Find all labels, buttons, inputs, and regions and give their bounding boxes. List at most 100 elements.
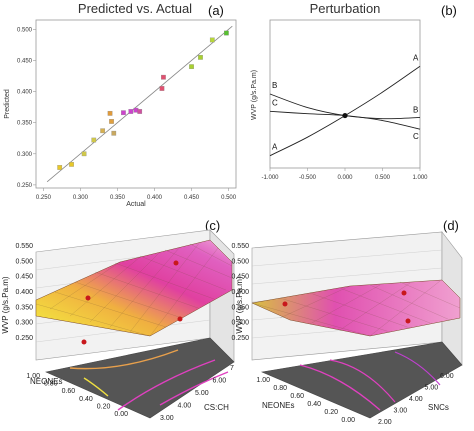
data-point-5 — [107, 110, 113, 116]
data-point-3 — [91, 137, 97, 143]
plot-frame — [269, 19, 421, 169]
z-tick-label: 0.300 — [231, 320, 249, 327]
series-label-end: B — [413, 105, 418, 114]
z-tick-label: 0.500 — [15, 258, 33, 265]
data-point-6 — [109, 119, 114, 124]
y-tick-label: 3.00 — [160, 415, 174, 422]
y-tick-label: 4.00 — [409, 396, 423, 403]
data-point-12 — [159, 86, 165, 91]
x-tick-label: -1.000 — [261, 175, 279, 181]
y-axis-label: WVP (g/s.Pa.m) — [251, 70, 258, 120]
x-ticks: 0.250 0.300 0.350 0.400 0.450 0.500 — [36, 188, 237, 201]
data-point-15 — [198, 54, 203, 60]
plot-frame — [35, 19, 237, 189]
data-point-4 — [100, 128, 106, 134]
surface-mesh — [35, 241, 233, 337]
y-tick-label: 0.300 — [17, 152, 33, 158]
x-tick-label: 0.40 — [307, 401, 321, 408]
y-ticks: 2.003.004.005.006.00 — [378, 373, 454, 426]
series-line-A — [269, 65, 421, 157]
data-point-2 — [81, 151, 87, 157]
series-label-start: C — [272, 98, 278, 107]
y-tick-label: 6.00 — [440, 373, 454, 380]
y-tick-label: 5.00 — [195, 390, 209, 397]
x-tick-label: 0.400 — [147, 195, 163, 201]
x-tick-label: 1.000 — [412, 175, 428, 181]
x-tick-label: 0.20 — [324, 409, 338, 416]
z-tick-label: 0.400 — [231, 289, 249, 296]
floor-contour — [117, 359, 216, 411]
x-tick-label: 0.80 — [273, 385, 287, 392]
y-ticks: 0.250 0.300 0.350 0.400 0.450 0.500 — [17, 27, 36, 189]
x-axis-label: Actual — [126, 201, 146, 208]
z-tick-label: 0.550 — [15, 243, 33, 250]
data-point-13 — [161, 74, 166, 80]
panel-label: (d) — [443, 218, 459, 233]
y-tick-label: 0.350 — [17, 121, 33, 127]
chart-title: Predicted vs. Actual — [78, 1, 192, 16]
floor — [45, 337, 235, 419]
x-tick-label: 1.00 — [26, 373, 40, 380]
reference-point — [342, 112, 348, 119]
y-axis-label: CS:CH — [204, 403, 229, 412]
x-tick-label: 0.250 — [36, 195, 52, 201]
x-tick-label: 0.500 — [375, 175, 391, 181]
z-tick-label: 0.250 — [15, 335, 33, 342]
y-tick-label: 3.00 — [394, 408, 408, 415]
data-point-11 — [137, 109, 143, 114]
z-tick-label: 0.550 — [231, 243, 249, 250]
data-point-0 — [57, 165, 63, 170]
x-tick-label: 0.00 — [341, 417, 355, 424]
x-ticks: 1.000.800.600.400.200.00 — [256, 377, 355, 424]
series-label-start: A — [272, 143, 278, 152]
x-tick-label: 0.450 — [184, 195, 200, 201]
z-tick-label: 0.400 — [15, 289, 33, 296]
floor-contour — [329, 359, 396, 403]
x-tick-label: 0.20 — [97, 403, 111, 410]
data-point-7 — [111, 130, 117, 136]
z-tick-label: 0.450 — [15, 274, 33, 281]
surface-mesh — [251, 280, 461, 337]
x-axis-label: NEONEs — [262, 401, 294, 410]
z-axis-label: WVP (g/s.Pa.m) — [1, 276, 10, 334]
series-label-end: A — [413, 53, 419, 62]
x-tick-label: 0.60 — [62, 388, 76, 395]
floor-contour — [299, 364, 381, 411]
z-tick-label: 0.250 — [231, 335, 249, 342]
panel-label: (a) — [208, 3, 224, 18]
x-tick-label: 0.60 — [290, 393, 304, 400]
panel-a-scatter: Predicted vs. Actual (a) 0.250 0.300 0.350… — [4, 1, 237, 208]
design-points — [282, 290, 411, 324]
floor-contour — [159, 371, 229, 406]
data-point-9 — [128, 109, 134, 114]
data-point-17 — [224, 30, 229, 36]
y-ticks: 3.00 4.005.00 6.007 — [160, 365, 234, 422]
y-tick-label: 0.400 — [17, 90, 33, 96]
z-tick-label: 0.300 — [15, 320, 33, 327]
series-label-start: B — [272, 81, 277, 90]
y-axis-label: Predicted — [4, 89, 11, 119]
x-tick-label: 0.80 — [44, 381, 58, 388]
design-points — [81, 260, 183, 345]
diagonal-line — [46, 25, 233, 183]
panel-label: (c) — [205, 218, 220, 233]
z-tick-label: 0.350 — [15, 304, 33, 311]
data-point-14 — [189, 64, 194, 70]
floor-contour — [83, 377, 109, 397]
x-ticks: -1.000 -0.500 0.000 0.500 1.000 — [261, 168, 428, 181]
y-tick-label: 2.00 — [378, 419, 392, 426]
chart-title: Perturbation — [310, 1, 381, 16]
floor-contour — [69, 349, 179, 370]
x-tick-label: 1.00 — [256, 377, 270, 384]
z-ticks: 0.250 0.300 0.350 0.400 0.450 0.500 0.550 — [15, 243, 33, 342]
y-tick-label: 0.450 — [17, 58, 33, 64]
y-tick-label: 7 — [230, 365, 234, 372]
y-tick-label: 6.00 — [213, 378, 227, 385]
z-tick-label: 0.350 — [231, 304, 249, 311]
x-tick-label: 0.00 — [114, 411, 128, 418]
x-tick-label: 0.000 — [337, 175, 353, 181]
y-tick-label: 0.250 — [17, 183, 33, 189]
